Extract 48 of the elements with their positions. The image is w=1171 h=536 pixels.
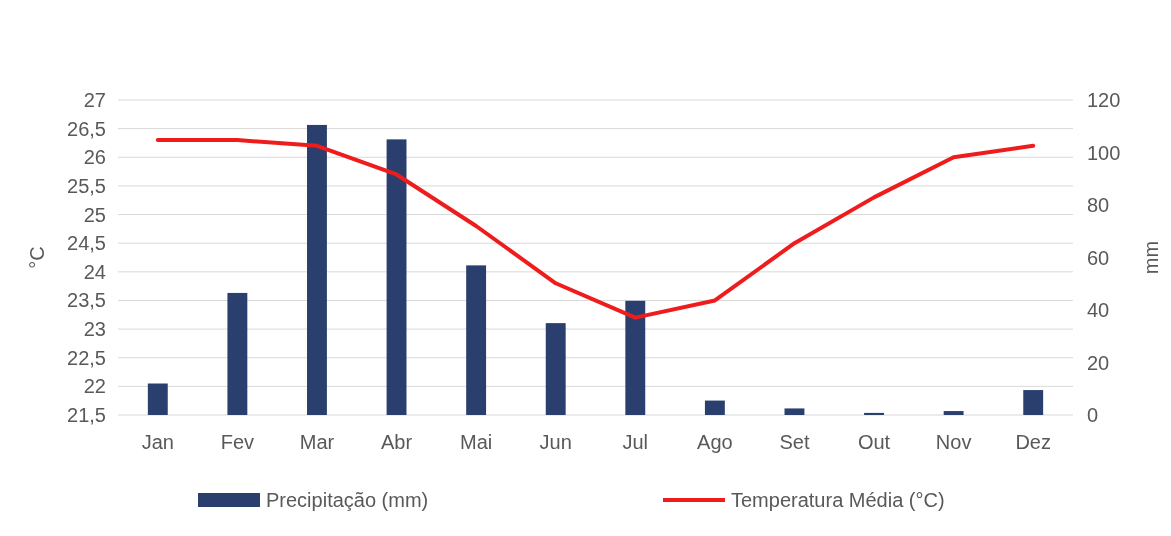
x-tick-label: Abr	[380, 431, 413, 453]
x-tick-label: Jan	[141, 431, 174, 453]
x-tick-label: Dez	[1015, 431, 1051, 453]
y-tick-label: 23	[83, 318, 106, 341]
bar	[545, 323, 566, 415]
y-tick-label: 23,5	[67, 289, 106, 312]
line-series	[155, 138, 1036, 320]
y2-tick-label: 40	[1087, 299, 1110, 321]
y-tick-label: 26,5	[67, 117, 106, 140]
legend-label: Precipitação (mm)	[266, 489, 429, 511]
y-tick-label: 21,5	[67, 404, 106, 426]
y2-tick-label: 120	[1087, 89, 1121, 111]
y2-axis-title: mm	[1140, 240, 1162, 275]
y2-tick-label: 100	[1087, 141, 1121, 164]
x-tick-label: Out	[857, 431, 891, 453]
bar	[466, 265, 487, 415]
bar	[704, 400, 725, 415]
y2-tick-label: 80	[1087, 194, 1110, 216]
y-tick-label: 24,5	[67, 232, 106, 255]
x-tick-label: Jul	[622, 431, 649, 453]
legend-label: Temperatura Média (°C)	[731, 489, 945, 511]
bar	[943, 411, 964, 415]
x-tick-label: Mar	[299, 431, 335, 453]
bar	[386, 139, 407, 415]
bar	[227, 292, 248, 415]
y-tick-label: 22	[83, 375, 106, 398]
bar	[1023, 390, 1044, 415]
x-tick-label: Nov	[935, 431, 972, 453]
y-tick-label: 27	[83, 89, 106, 111]
bar	[864, 412, 884, 415]
y2-tick-label: 60	[1087, 246, 1110, 269]
x-tick-label: Set	[779, 431, 810, 453]
y2-tick-label: 0	[1087, 404, 1099, 426]
y-tick-label: 25	[83, 203, 106, 226]
y-tick-label: 25,5	[67, 174, 106, 197]
y2-tick-label: 20	[1087, 351, 1110, 374]
bar	[784, 408, 805, 415]
x-tick-label: Mai	[460, 431, 493, 453]
bar	[147, 383, 168, 415]
y-tick-label: 26	[83, 146, 106, 169]
x-tick-label: Jun	[539, 431, 572, 453]
x-tick-label: Ago	[697, 431, 733, 453]
x-tick-label: Fev	[220, 431, 255, 453]
bar	[625, 300, 646, 415]
bar	[307, 124, 327, 415]
y-axis-title: °C	[26, 246, 48, 269]
y-tick-label: 24	[83, 260, 106, 283]
y-tick-label: 22,5	[67, 346, 106, 369]
